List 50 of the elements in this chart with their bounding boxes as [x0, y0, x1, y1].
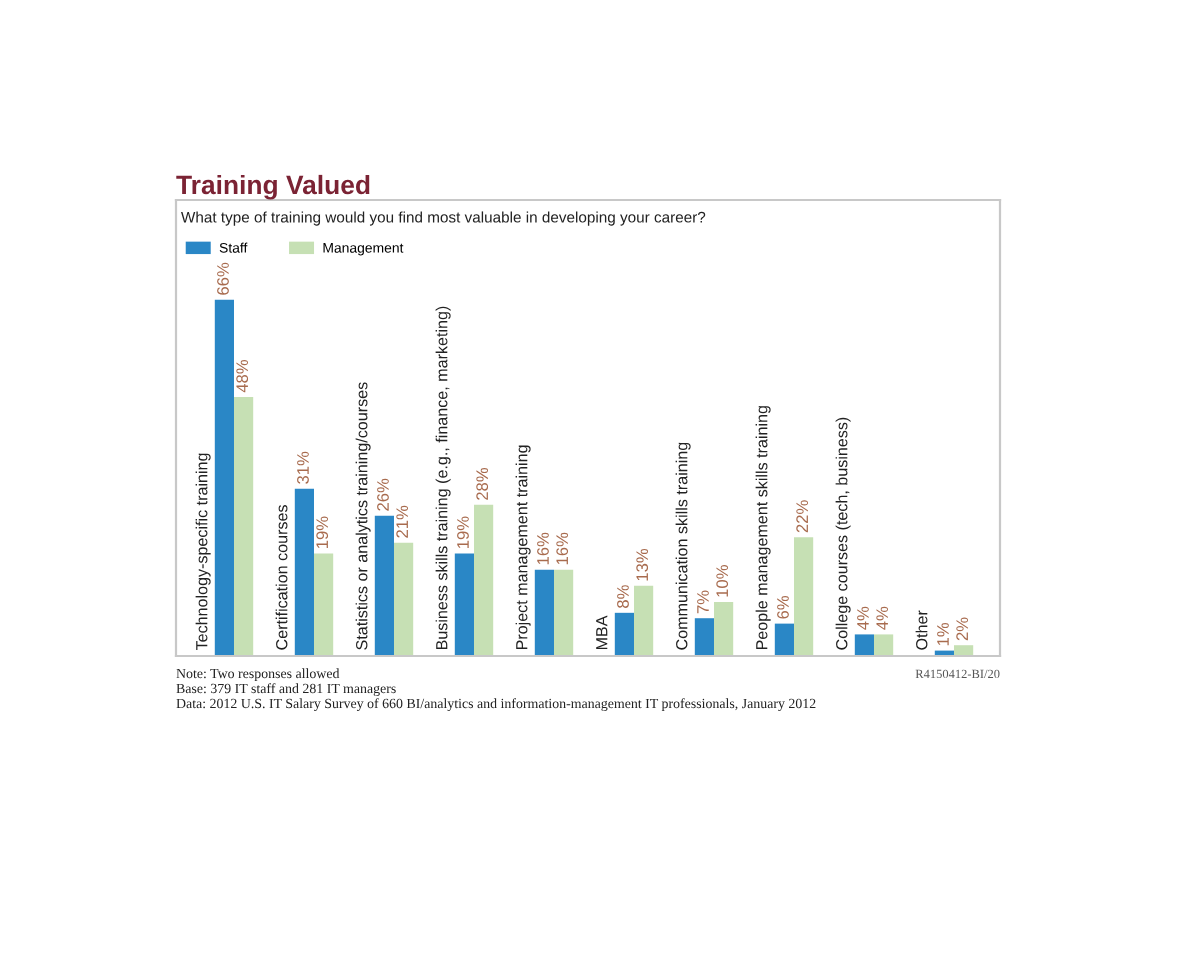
data-label: 22%: [796, 500, 809, 533]
bar: [794, 537, 814, 656]
data-label: 6%: [777, 595, 789, 619]
data-label: 26%: [377, 478, 389, 511]
bar: [954, 645, 974, 656]
data-label: 28%: [476, 467, 489, 500]
data-label: 21%: [396, 505, 409, 538]
data-label: 7%: [697, 590, 709, 614]
bar: [374, 515, 394, 656]
x-tick-label: College courses (tech, business): [835, 417, 851, 650]
bar: [554, 569, 574, 656]
x-tick-label: Project management training: [515, 445, 531, 650]
data-label: 4%: [857, 606, 869, 630]
x-tick-label: Technology-specific training: [195, 453, 211, 651]
x-tick-label: Statistics or analytics training/courses: [355, 382, 371, 650]
bar: [614, 612, 634, 656]
x-tick-label: Communication skills training: [675, 442, 691, 650]
x-tick-label: MBA: [596, 615, 608, 650]
bar: [714, 602, 734, 656]
bar: [694, 618, 714, 656]
data-label: 48%: [236, 359, 249, 393]
x-tick-label: Business skills training (e.g., finance, marketing): [435, 306, 451, 650]
x-tick-label: People management skills training: [755, 406, 771, 650]
bar: [874, 634, 894, 656]
bar: [314, 553, 334, 656]
data-label: 10%: [716, 565, 729, 597]
data-label: 13%: [636, 548, 649, 581]
chart-title: Training Valued: [176, 174, 370, 200]
bar: [294, 488, 314, 656]
data-label: 19%: [457, 516, 469, 549]
data-label: 31%: [297, 451, 309, 484]
bar: [534, 569, 554, 656]
x-tick-label: Other: [915, 610, 928, 650]
data-label: 16%: [556, 532, 569, 565]
bar: [774, 623, 794, 656]
bar: [454, 553, 474, 656]
data-label: 19%: [316, 516, 329, 549]
data-label: 8%: [617, 585, 629, 608]
bar: [214, 299, 234, 656]
data-label: 2%: [956, 617, 969, 641]
data-label: 16%: [537, 532, 549, 565]
data-label: 4%: [876, 606, 889, 630]
data-label: 1%: [937, 622, 949, 646]
bar: [474, 504, 494, 656]
data-label: 66%: [217, 262, 229, 295]
x-tick-label: Certification courses: [275, 505, 288, 650]
bar: [234, 396, 254, 656]
bar: [854, 634, 874, 656]
bar: [394, 542, 414, 656]
bar: [634, 585, 654, 656]
